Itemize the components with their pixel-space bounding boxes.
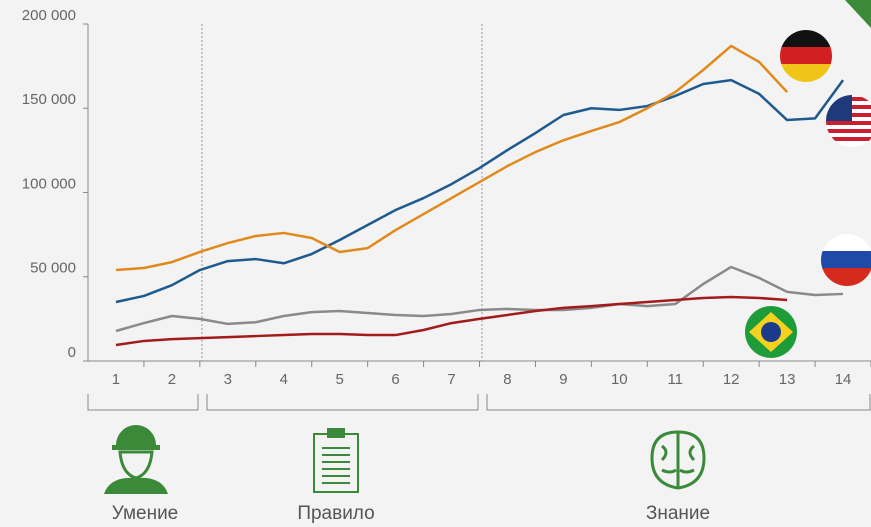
y-tick-label: 50 000 <box>30 260 76 277</box>
x-tick-label: 8 <box>503 371 511 388</box>
x-tick-label: 1 <box>112 371 120 388</box>
series-line <box>115 295 788 347</box>
x-tick-label: 12 <box>723 371 740 388</box>
flag-usa <box>826 95 871 147</box>
x-tick-label: 10 <box>611 371 628 388</box>
section-label: Умение <box>112 503 179 524</box>
clipboard-icon <box>313 428 359 493</box>
series-line <box>115 78 845 304</box>
flag-brazil <box>745 306 797 358</box>
series-line <box>115 44 789 272</box>
x-tick-label: 4 <box>280 371 288 388</box>
corner-accent <box>845 0 871 28</box>
y-tick-label: 0 <box>68 344 76 361</box>
x-tick-label: 7 <box>447 371 455 388</box>
x-tick-label: 11 <box>667 371 683 388</box>
x-tick-label: 3 <box>224 371 232 388</box>
flag-russia <box>821 234 871 286</box>
worker-icon <box>104 425 168 494</box>
y-tick-label: 150 000 <box>22 91 76 108</box>
x-tick-label: 9 <box>559 371 567 388</box>
x-tick-label: 2 <box>168 371 176 388</box>
flag-germany <box>780 30 832 82</box>
x-tick-label: 6 <box>391 371 399 388</box>
y-tick-label: 100 000 <box>22 175 76 192</box>
y-tick-label: 200 000 <box>22 7 76 24</box>
section-label: Правило <box>297 503 374 524</box>
section-brackets <box>87 394 871 411</box>
x-tick-label: 13 <box>779 371 796 388</box>
x-tick-label: 5 <box>336 371 344 388</box>
section-label: Знание <box>646 503 710 524</box>
x-tick-label: 14 <box>835 371 852 388</box>
brain-icon <box>650 430 706 490</box>
series-line <box>115 265 844 333</box>
